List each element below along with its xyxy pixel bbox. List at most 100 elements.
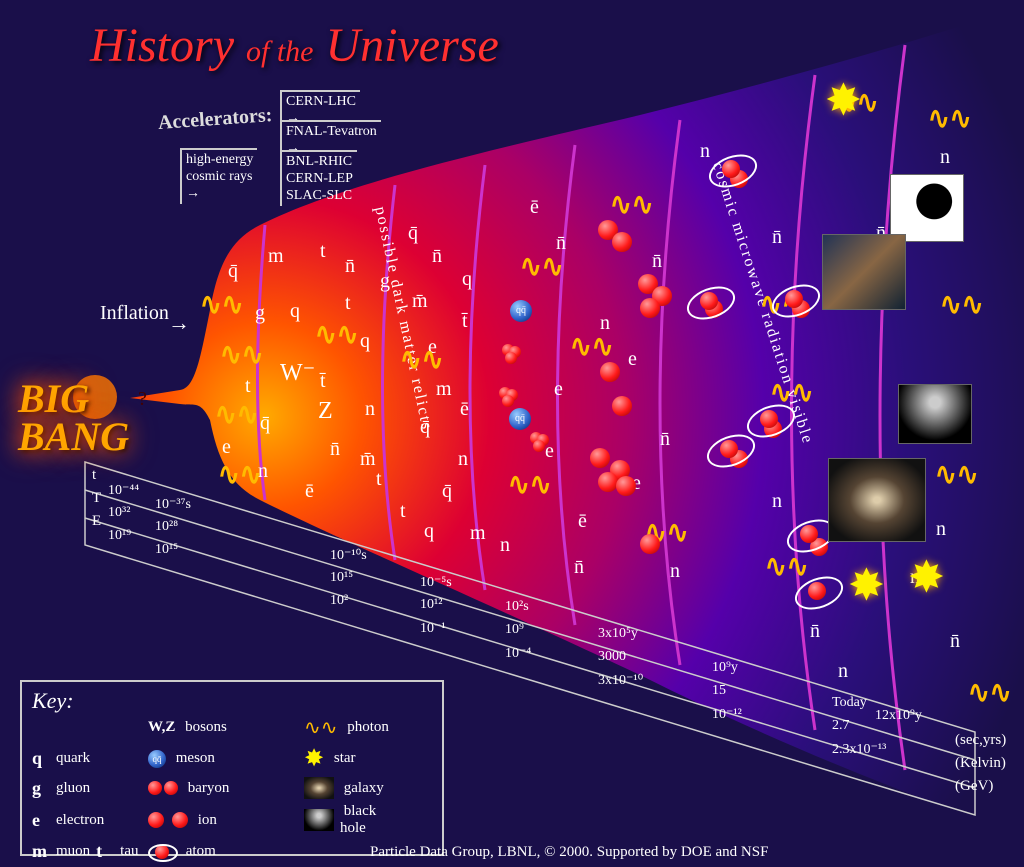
hadron-icon [640, 534, 660, 554]
photon-icon: ∿∿ [968, 675, 1012, 711]
particle-symbol: n̄ [652, 250, 662, 273]
photon-icon: ∿∿ [220, 337, 264, 373]
hadron-icon [640, 298, 660, 318]
axis-value: 10³² [108, 505, 130, 521]
particle-symbol: n [838, 660, 848, 683]
photon-icon: ∿∿ [400, 342, 444, 378]
galaxy-image [828, 458, 926, 542]
axis-value: 10¹⁹ [108, 528, 131, 544]
legend-object: galaxy [304, 777, 424, 799]
legend-photon: ∿∿ photon [304, 715, 424, 740]
accelerator-entry: high-energycosmic rays→ [180, 148, 257, 204]
photon-icon: ∿∿ [315, 317, 359, 353]
axis-value: 10²s [505, 599, 529, 615]
photon-icon: ∿∿ [200, 287, 244, 323]
axis-value: 15 [712, 683, 726, 699]
particle-symbol: n̄ [772, 226, 782, 249]
particle-symbol: q̄ [442, 480, 452, 503]
particle-symbol: m̄ [360, 448, 376, 471]
particle-symbol: n̄ [950, 630, 960, 653]
particle-symbol: q [360, 330, 370, 353]
axis-value: 10⁹y [712, 660, 738, 676]
hadron-icon [612, 396, 632, 416]
axis-value: 10² [330, 593, 348, 609]
particle-symbol: t̄ [462, 310, 468, 333]
accelerator-entry: BNL-RHICCERN-LEPSLAC-SLC [280, 150, 357, 206]
axis-unit: (sec,yrs) [955, 732, 1006, 749]
nebula-image [822, 234, 906, 310]
axis-value: 10⁻³⁷s [155, 496, 191, 513]
particle-symbol: n [936, 518, 946, 541]
hadron-icon [598, 472, 618, 492]
hadron-icon [612, 232, 632, 252]
particle-symbol: t [320, 240, 326, 263]
particle-symbol: q̄ [420, 416, 430, 439]
axis-value: 10⁻¹⁰s [330, 547, 367, 564]
axis-unit: (Kelvin) [955, 755, 1006, 772]
axis-value: 2.3x10⁻¹³ [832, 741, 886, 758]
axis-value: 10¹² [420, 597, 442, 613]
star-icon: ✸ [848, 560, 885, 611]
particle-symbol: n̄ [574, 556, 584, 579]
particle-symbol: Z [318, 398, 333, 425]
particle-symbol: m [268, 245, 284, 268]
particle-symbol: n̄ [345, 255, 355, 278]
axis-value: 10⁹ [505, 622, 524, 638]
accelerators-label: Accelerators: [157, 104, 273, 135]
particle-symbol: q [462, 268, 472, 291]
particle-symbol: n [670, 560, 680, 583]
particle-symbol: n [458, 448, 468, 471]
meson-icon: qq̄ [510, 300, 532, 322]
legend-composite: qq̄ meson [148, 744, 298, 773]
star-icon: ✸ [825, 75, 862, 126]
legend-box: Key: W,Z bosons∿∿ photonqquarkqq̄ meson✸… [20, 680, 444, 856]
particle-symbol: m [470, 522, 486, 545]
photon-icon: ∿∿ [520, 249, 564, 285]
legend-particle: mmuon ttau [32, 841, 142, 862]
particle-symbol: t [345, 292, 351, 315]
baryon-icon [505, 352, 517, 364]
axis-value: 3x10⁻¹⁰ [598, 672, 643, 689]
legend-particle: eelectron [32, 803, 142, 837]
axis-value: 3000 [598, 649, 626, 665]
legend-title: Key: [32, 688, 432, 714]
axis-value: 10⁻¹ [420, 620, 446, 637]
star-icon: ✸ [908, 552, 945, 603]
photon-icon: ∿∿ [570, 329, 614, 365]
particle-symbol: n [500, 534, 510, 557]
big-bang-label: BIGBANG [18, 380, 129, 456]
legend-bosons: W,Z bosons [148, 715, 298, 740]
axis-value: Today [832, 695, 867, 711]
particle-symbol: n̄ [660, 428, 670, 451]
hadron-icon [616, 476, 636, 496]
particle-symbol: q̄ [408, 222, 418, 245]
axis-value: 10¹⁵ [155, 542, 178, 558]
page-title: History of the Universe [90, 18, 499, 73]
particle-symbol: t [376, 468, 382, 491]
particle-symbol: e [554, 378, 563, 401]
axis-value: 12x10⁹y [875, 708, 922, 724]
axis-value: 2.7 [832, 718, 850, 734]
axis-value: 3x10⁵y [598, 626, 638, 642]
legend-particle: qquark [32, 744, 142, 773]
axis-value: 10⁻⁵s [420, 574, 452, 591]
blackhole-image [898, 384, 972, 444]
legend-particle: ggluon [32, 777, 142, 799]
axis-row-label: t [92, 467, 96, 484]
axis-row-label: E [92, 513, 101, 530]
particle-symbol: g [255, 302, 265, 325]
axis-value: 10⁻⁴ [505, 645, 531, 662]
inflation-label: Inflation [100, 302, 169, 325]
baryon-icon [502, 395, 514, 407]
particle-symbol: g [380, 270, 390, 293]
particle-symbol: t [245, 375, 251, 398]
particle-symbol: n [772, 490, 782, 513]
photon-icon: ∿∿ [508, 467, 552, 503]
particle-symbol: n̄ [432, 245, 442, 268]
legend-composite: ion [148, 803, 298, 837]
particle-symbol: ? [138, 388, 147, 411]
axis-value: 10²⁸ [155, 519, 178, 535]
particle-symbol: q̄ [260, 412, 270, 435]
legend-object: blackhole [304, 803, 424, 837]
baryon-icon [533, 440, 545, 452]
